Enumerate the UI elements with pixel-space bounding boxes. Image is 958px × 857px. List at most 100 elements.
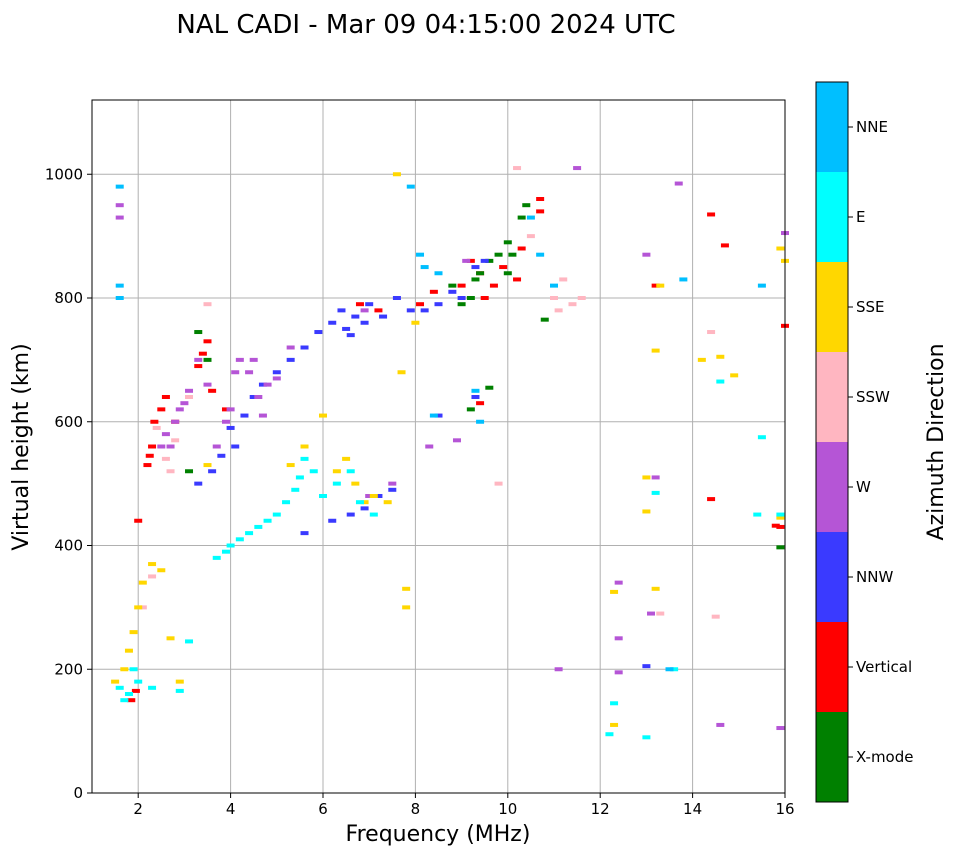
data-point <box>707 212 716 217</box>
data-point <box>300 456 309 461</box>
data-point <box>656 611 665 616</box>
data-point <box>771 523 780 528</box>
data-point <box>360 506 369 511</box>
data-point <box>522 203 531 208</box>
data-point <box>120 667 129 672</box>
data-point <box>208 388 217 393</box>
data-point <box>166 444 175 449</box>
data-point <box>231 444 240 449</box>
data-point <box>711 614 720 619</box>
data-point <box>346 512 355 517</box>
data-point <box>406 308 415 313</box>
data-point <box>503 240 512 245</box>
colorbar-tick-label: NNE <box>856 118 888 136</box>
data-point <box>134 605 143 610</box>
data-point <box>406 184 415 189</box>
data-point <box>610 589 619 594</box>
colorbar-tick-label: Vertical <box>856 658 912 676</box>
data-point <box>457 296 466 300</box>
x-tick-label: 8 <box>411 800 421 818</box>
data-point <box>115 296 124 300</box>
data-point <box>217 453 226 458</box>
data-point <box>115 184 124 189</box>
data-point <box>647 611 656 616</box>
colorbar-tick-label: SSE <box>856 298 885 316</box>
data-point <box>573 166 582 171</box>
data-point <box>185 395 194 399</box>
data-point <box>369 494 378 498</box>
data-point <box>148 685 157 690</box>
data-point <box>462 258 471 263</box>
series-nne <box>115 184 766 672</box>
data-point <box>157 407 166 412</box>
series-x-mode <box>185 203 785 550</box>
data-point <box>272 376 281 381</box>
data-point <box>425 444 434 449</box>
data-point <box>203 357 212 362</box>
data-point <box>291 487 300 492</box>
colorbar-swatch <box>816 82 848 172</box>
data-point <box>175 688 184 693</box>
data-point <box>360 320 369 325</box>
data-point <box>707 497 716 502</box>
data-point <box>245 370 254 375</box>
data-point <box>180 401 189 406</box>
data-point <box>485 258 494 263</box>
data-point <box>383 500 392 505</box>
data-point <box>134 518 143 523</box>
data-point <box>309 469 318 474</box>
data-point <box>494 252 503 257</box>
data-point <box>494 481 503 486</box>
y-tick-label: 1000 <box>45 165 83 183</box>
data-point <box>776 726 785 731</box>
data-point <box>355 302 364 307</box>
data-point <box>282 500 291 505</box>
data-point <box>559 277 568 282</box>
data-point <box>707 330 716 335</box>
data-point <box>148 562 157 567</box>
data-point <box>346 469 355 474</box>
data-point <box>124 648 133 653</box>
colorbar-tick-label: X-mode <box>856 748 913 766</box>
data-point <box>420 265 429 270</box>
data-point <box>480 258 489 263</box>
colorbar-swatch <box>816 712 848 802</box>
colorbar-tick-label: SSW <box>856 388 890 406</box>
data-point <box>198 351 207 356</box>
data-point <box>148 574 157 579</box>
data-point <box>235 537 244 542</box>
data-point <box>716 354 725 359</box>
data-point <box>753 512 762 517</box>
data-point <box>300 444 309 449</box>
data-point <box>300 345 309 350</box>
series-nnw <box>194 258 651 669</box>
y-tick-label: 600 <box>54 413 83 431</box>
data-point <box>651 475 660 480</box>
data-point <box>651 490 660 495</box>
data-point <box>610 722 619 727</box>
data-point <box>166 636 175 641</box>
data-point <box>402 586 411 591</box>
x-tick-label: 4 <box>226 800 236 818</box>
data-point <box>476 401 485 406</box>
colorbar-swatch <box>816 622 848 712</box>
data-point <box>536 197 545 201</box>
data-point <box>526 234 535 239</box>
data-point <box>115 283 124 288</box>
data-point <box>129 667 138 672</box>
data-point <box>434 413 443 418</box>
data-point <box>263 518 272 523</box>
data-point <box>203 463 212 468</box>
data-point <box>194 481 203 486</box>
data-point <box>374 494 383 498</box>
data-point <box>272 370 281 375</box>
data-point <box>185 388 194 393</box>
data-point <box>429 413 438 418</box>
data-point <box>392 296 401 300</box>
data-point <box>263 382 272 387</box>
x-tick-label: 6 <box>318 800 328 818</box>
data-point <box>614 580 623 585</box>
data-point <box>286 345 295 350</box>
y-tick-label: 200 <box>54 660 83 678</box>
